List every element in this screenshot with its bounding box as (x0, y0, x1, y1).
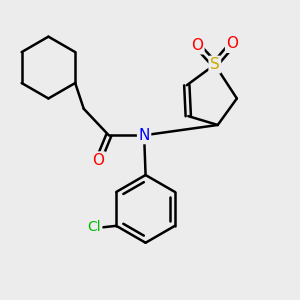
Text: O: O (191, 38, 203, 53)
Text: N: N (138, 128, 150, 143)
Text: Cl: Cl (87, 220, 101, 234)
Text: O: O (92, 153, 104, 168)
Text: S: S (210, 57, 220, 72)
Text: O: O (226, 37, 238, 52)
